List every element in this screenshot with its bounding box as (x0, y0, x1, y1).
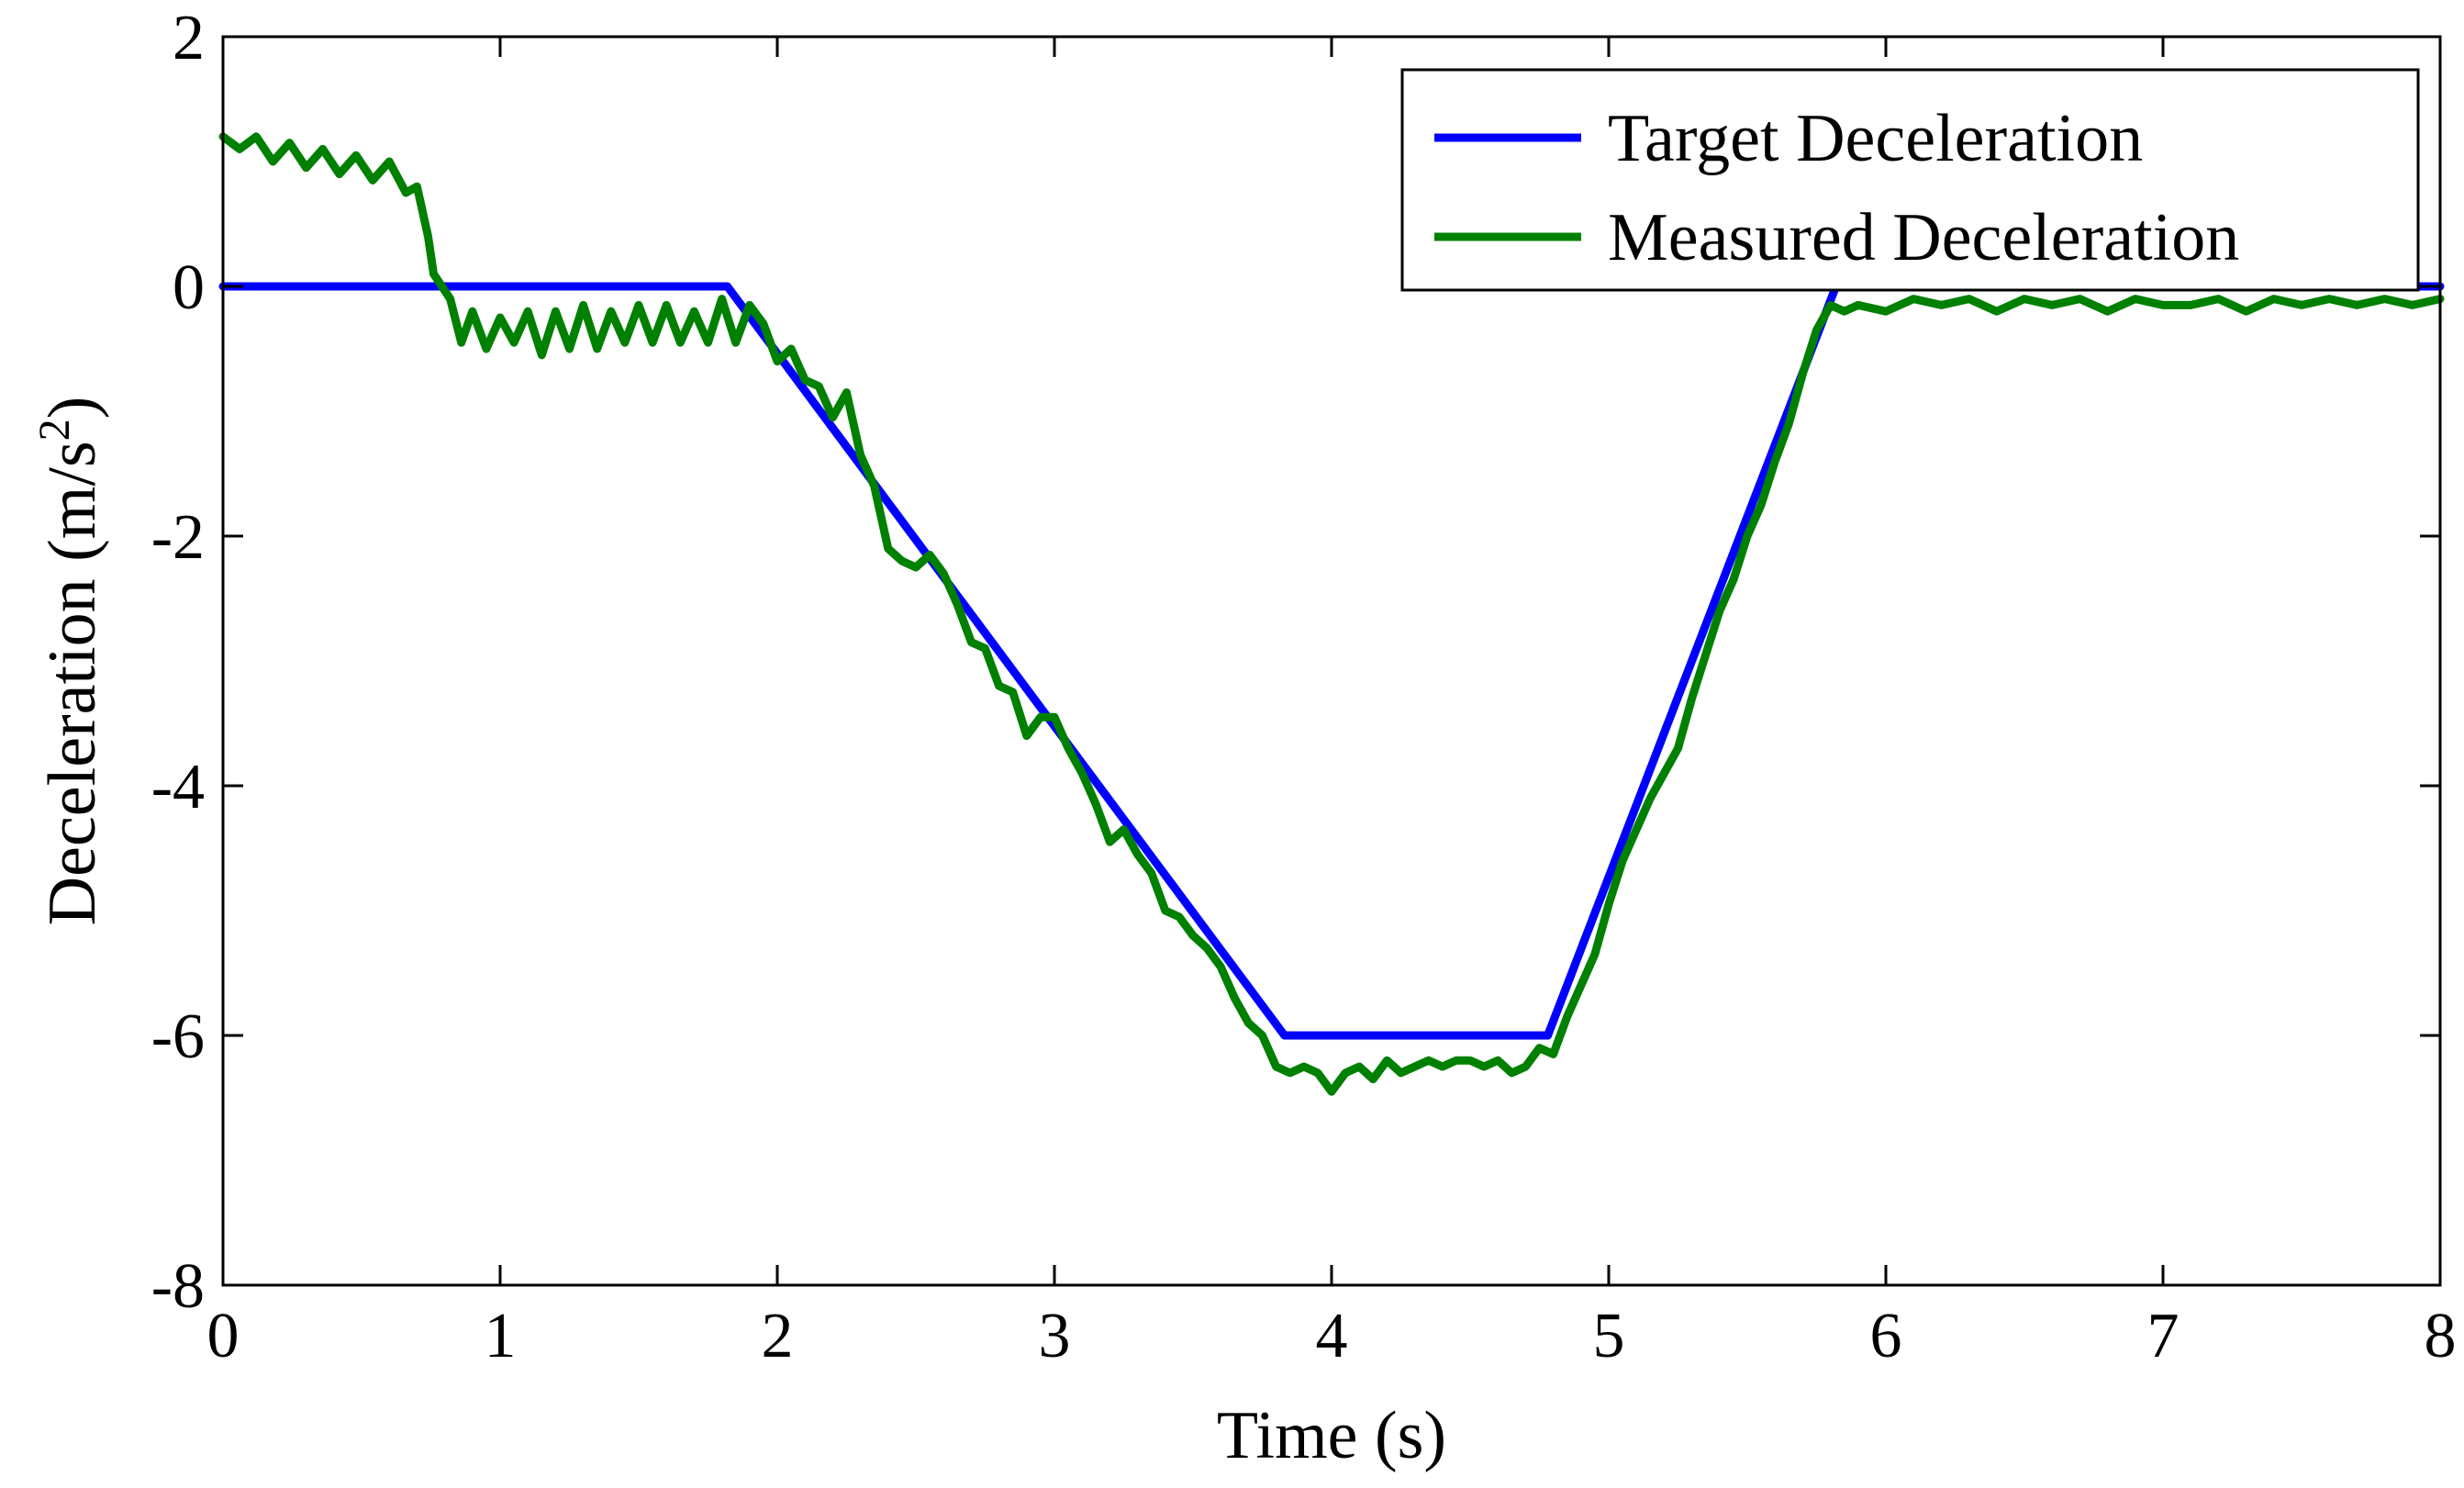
x-tick-label: 0 (207, 1301, 240, 1371)
x-tick-label: 4 (1316, 1301, 1348, 1371)
x-tick-label: 3 (1039, 1301, 1071, 1371)
series-line-measured (218, 132, 2445, 1096)
legend-label-target: Target Deceleration (1608, 101, 2143, 176)
y-tick-label: -6 (151, 1001, 205, 1072)
x-tick-label: 2 (762, 1301, 794, 1371)
y-tick-label: -2 (151, 502, 205, 573)
y-axis-label-close: ) (35, 397, 110, 420)
y-axis-label: Deceleration (m/s2) (30, 397, 110, 926)
ticks-layer: 0 1 2 3 4 5 6 7 8 2 0 -2 -4 -6 -8 (151, 3, 2457, 1371)
x-tick-label: 1 (485, 1301, 517, 1371)
x-tick-label: 7 (2147, 1301, 2180, 1371)
y-tick-label: -8 (151, 1251, 205, 1322)
y-axis-label-main: Deceleration (m/s (35, 441, 110, 925)
legend-box (1400, 68, 2420, 292)
x-tick-label: 8 (2425, 1301, 2457, 1371)
y-tick-label: 0 (173, 252, 205, 323)
legend: Target Deceleration Measured Deceleratio… (1400, 68, 2420, 292)
y-axis-label-superscript: 2 (30, 419, 79, 441)
legend-label-measured: Measured Deceleration (1608, 200, 2239, 275)
x-tick-label: 6 (1870, 1301, 1902, 1371)
y-tick-label: -4 (151, 752, 205, 822)
x-axis-label: Time (s) (1217, 1398, 1446, 1473)
x-tick-label: 5 (1593, 1301, 1625, 1371)
plot-frame (221, 35, 2442, 1287)
y-tick-label: 2 (173, 3, 205, 73)
